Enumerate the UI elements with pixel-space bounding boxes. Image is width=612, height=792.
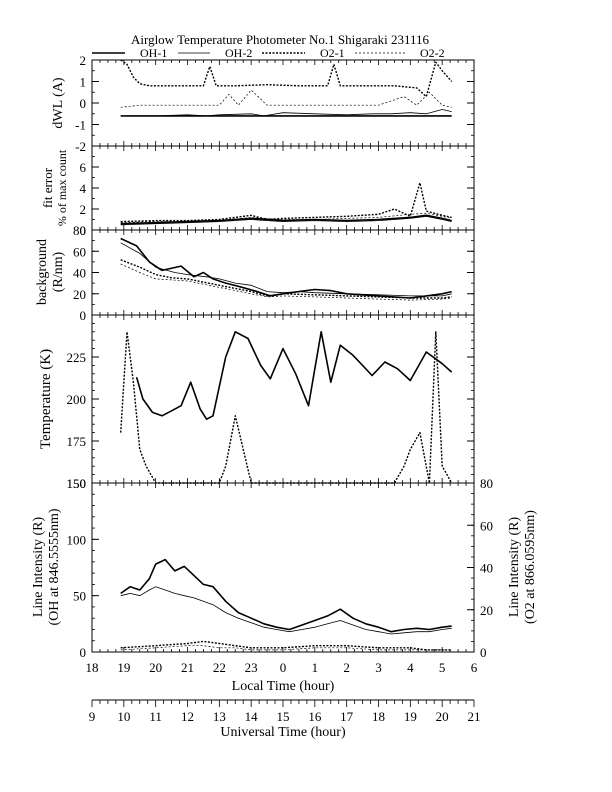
y2-tick-label: 40	[480, 561, 493, 576]
series-fit-error-oh-1	[120, 214, 452, 225]
y-tick-label: 2	[80, 53, 87, 68]
ylabel-fit-1: fit error	[40, 167, 55, 208]
ut-tick-label: 13	[213, 709, 226, 724]
y-tick-label: 6	[80, 160, 87, 175]
local-tick-label: 23	[245, 660, 258, 675]
local-tick-label: 19	[117, 660, 130, 675]
y-tick-label: 0	[80, 96, 87, 111]
xlabel-ut: Universal Time (hour)	[220, 725, 346, 740]
ut-tick-label: 9	[89, 709, 96, 724]
series-dwl-oh-2	[120, 109, 452, 117]
ut-tick-label: 14	[245, 709, 259, 724]
panel-temp-frame	[91, 314, 475, 484]
ut-tick-label: 19	[404, 709, 417, 724]
ut-tick-label: 17	[340, 709, 354, 724]
panel-bg-frame	[91, 229, 475, 316]
series-fit-error-oh-2	[120, 215, 452, 226]
ut-tick-label: 18	[372, 709, 385, 724]
panel-int-frame	[91, 482, 475, 653]
y2-tick-label: 20	[480, 603, 493, 618]
legend-label-oh1: OH-1	[140, 46, 167, 60]
series-background-o2-2	[120, 263, 452, 301]
series-line-intensity-o2-2	[120, 645, 452, 651]
y-tick-label: 0	[80, 223, 87, 238]
legend-label-oh2: OH-2	[225, 46, 252, 60]
ylabel-int-left-2: (OH at 846.5555nm)	[47, 508, 62, 625]
y-tick-label: 150	[67, 476, 87, 491]
local-tick-label: 2	[343, 660, 350, 675]
y-tick-label: -2	[75, 139, 86, 154]
ut-tick-label: 21	[468, 709, 481, 724]
y-tick-label: 20	[73, 287, 86, 302]
series-layer	[120, 59, 453, 651]
series-line-intensity-oh-2	[120, 586, 452, 635]
ut-tick-label: 15	[277, 709, 290, 724]
local-tick-label: 22	[213, 660, 226, 675]
ut-tick-label: 11	[149, 709, 162, 724]
local-tick-label: 18	[86, 660, 99, 675]
ut-tick-label: 20	[436, 709, 449, 724]
chart-title: Airglow Temperature Photometer No.1 Shig…	[131, 32, 430, 47]
legend: OH-1 OH-2 O2-1 O2-2	[92, 46, 445, 60]
local-tick-label: 1	[312, 660, 319, 675]
y-tick-label: 2	[80, 202, 87, 217]
ut-tick-label: 10	[117, 709, 130, 724]
y-tick-label: 40	[73, 266, 86, 281]
series-background-oh-1	[120, 237, 452, 299]
series-fit-error-o2-1	[120, 182, 452, 223]
y-tick-label: 4	[80, 181, 87, 196]
local-tick-label: 21	[181, 660, 194, 675]
local-tick-label: 4	[407, 660, 414, 675]
y-tick-label: 50	[73, 589, 86, 604]
series-temperature-oh-1	[135, 330, 453, 421]
series-background-oh-2	[120, 242, 452, 297]
y-tick-label: -1	[75, 118, 86, 133]
ylabel-bg-1: background	[35, 239, 50, 305]
y2-tick-label: 0	[480, 645, 487, 660]
ylabel-int-left-1: Line Intensity (R)	[31, 517, 46, 618]
local-tick-label: 0	[280, 660, 287, 675]
y-tick-label: 0	[80, 645, 87, 660]
y-tick-label: 100	[67, 532, 87, 547]
y-tick-label: 1	[80, 75, 87, 90]
local-tick-label: 20	[149, 660, 162, 675]
ticks-layer: 210-1-2642080604020022520017515015010050…	[67, 53, 494, 724]
ut-tick-label: 16	[308, 709, 322, 724]
ylabel-bg-2: (R/nm)	[51, 251, 66, 292]
y-tick-label: 0	[80, 308, 87, 323]
legend-label-o21: O2-1	[320, 46, 345, 60]
local-tick-label: 6	[471, 660, 478, 675]
y-tick-label: 200	[67, 392, 87, 407]
y-tick-label: 80	[73, 223, 86, 238]
series-line-intensity-o2-1	[120, 640, 452, 651]
legend-label-o22: O2-2	[420, 46, 445, 60]
ylabel-dwl: dWL (A)	[51, 77, 66, 129]
y-tick-label: 60	[73, 244, 86, 259]
y-tick-label: 225	[67, 350, 87, 365]
y2-tick-label: 80	[480, 476, 493, 491]
local-tick-label: 3	[375, 660, 382, 675]
series-temperature-o2-1	[120, 331, 453, 484]
ylabel-int-right-1: Line Intensity (R)	[507, 517, 522, 618]
local-tick-label: 5	[439, 660, 446, 675]
y2-tick-label: 60	[480, 518, 493, 533]
series-line-intensity-oh-1	[120, 558, 452, 633]
ylabel-temp: Temperature (K)	[38, 349, 54, 449]
series-dwl-o2-2	[120, 89, 452, 108]
ut-tick-label: 12	[181, 709, 194, 724]
panel-dwl-frame	[91, 59, 475, 147]
y-tick-label: 175	[67, 434, 87, 449]
y-tick-label: 150	[67, 476, 87, 491]
series-dwl-o2-1	[120, 59, 453, 98]
ylabel-int-right-2: (O2 at 866.0595nm)	[523, 510, 538, 624]
xlabel-local: Local Time (hour)	[232, 679, 335, 694]
series-background-o2-1	[120, 259, 452, 299]
ylabel-fit-2: % of max count	[55, 149, 69, 226]
